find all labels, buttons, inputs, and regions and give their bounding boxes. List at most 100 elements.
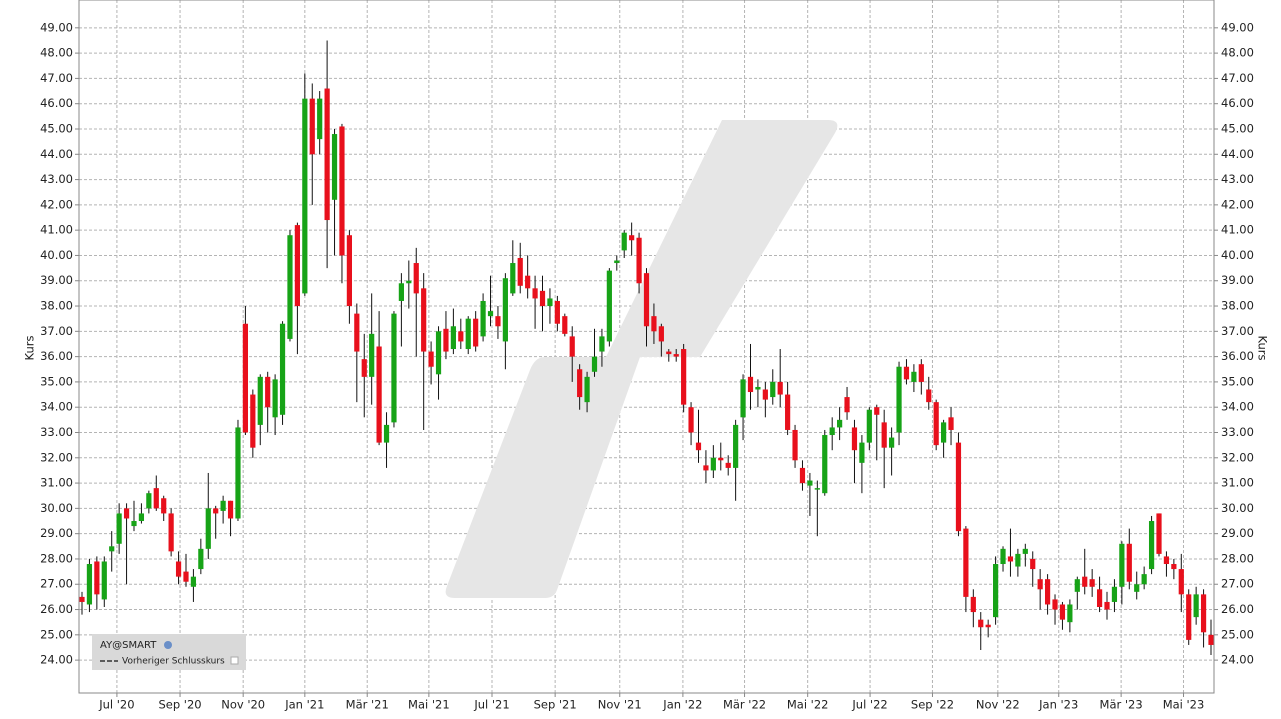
x-tick-label: Nov '22 (976, 698, 1020, 712)
plot-frame (78, 0, 1215, 694)
candle-body (792, 429, 798, 461)
y-tick-label: 33.00 (40, 425, 73, 439)
y-tick-label-right: 26.00 (1221, 602, 1254, 616)
candle-body (235, 427, 241, 519)
candle-body (257, 376, 263, 425)
candle-body (376, 346, 382, 443)
candle-body (636, 237, 642, 284)
candle-body (109, 546, 115, 552)
candle-body (584, 376, 590, 403)
candle-body (688, 407, 694, 433)
y-axis-label: Kurs (23, 336, 37, 361)
x-tick-label: Mär '23 (1100, 698, 1143, 712)
candle-body (1000, 548, 1006, 565)
y-tick-label-right: 34.00 (1221, 400, 1254, 414)
y-tick-label-right: 24.00 (1221, 653, 1254, 667)
candle-body (1111, 586, 1118, 602)
legend-checkbox[interactable] (230, 656, 239, 665)
y-tick-label-right: 30.00 (1221, 501, 1254, 515)
candle-body (1007, 556, 1014, 562)
x-tick-label: Sep '22 (911, 698, 954, 712)
y-tick-label-right: 42.00 (1221, 197, 1254, 211)
candle-body (948, 417, 954, 430)
candle-body (926, 389, 932, 403)
candle-body (421, 288, 427, 352)
candle-body (770, 381, 776, 398)
candle-body (1059, 604, 1066, 620)
candle-body (621, 232, 627, 251)
candle-body (168, 513, 174, 552)
candle-body (1015, 553, 1021, 567)
candle-body (443, 328, 449, 352)
candle-body (465, 318, 471, 350)
candle-body (227, 500, 234, 519)
candle-body (1119, 543, 1125, 587)
candle-body (502, 278, 508, 342)
candle-body (755, 386, 761, 390)
y-tick-label: 41.00 (40, 223, 73, 237)
y-tick-label: 29.00 (40, 526, 73, 540)
candle-body (213, 508, 219, 514)
candle-body (725, 462, 731, 468)
candle-body (547, 298, 553, 307)
candle-body (681, 349, 687, 405)
candle-body (242, 323, 249, 433)
y-tick-label-right: 25.00 (1221, 627, 1254, 641)
candle-body (532, 288, 538, 299)
candle-body (762, 389, 768, 400)
candle-body (747, 376, 754, 393)
y-tick-label: 48.00 (40, 46, 73, 60)
candle-body (896, 366, 902, 433)
candle-body (317, 98, 323, 140)
candle-body (302, 98, 308, 294)
candle-body (1104, 601, 1110, 610)
candle-body (1037, 579, 1043, 590)
x-tick-label: Jan '23 (1038, 698, 1078, 712)
candle-body (525, 275, 531, 289)
candle-body (1163, 556, 1170, 565)
candle-body (733, 424, 739, 468)
candle-body (955, 442, 962, 532)
candle-body (1089, 579, 1095, 587)
candle-body (807, 480, 813, 486)
candle-body (1082, 576, 1088, 587)
candle-body (309, 98, 315, 155)
candle-body (911, 371, 917, 382)
candle-body (718, 457, 724, 461)
x-tick-label: Mai '21 (408, 698, 450, 712)
y-tick-label-right: 47.00 (1221, 71, 1254, 85)
candle-body (413, 263, 419, 294)
candle-body (777, 381, 783, 395)
candle-body (473, 318, 479, 347)
candle-body (569, 336, 575, 357)
y-tick-label-right: 43.00 (1221, 172, 1254, 186)
candle-body (614, 260, 620, 264)
candle-body (510, 263, 516, 294)
candle-body (116, 513, 122, 544)
y-tick-label-right: 48.00 (1221, 46, 1254, 60)
candle-body (695, 442, 702, 451)
candle-body (992, 564, 999, 618)
y-tick-label-right: 49.00 (1221, 20, 1254, 34)
candle-body (369, 333, 375, 377)
y-tick-label: 49.00 (40, 20, 73, 34)
candle-body (1148, 521, 1155, 570)
y-tick-label: 32.00 (40, 450, 73, 464)
x-tick-label: Jan '21 (284, 698, 324, 712)
candle-body (1044, 579, 1051, 605)
candle-body (703, 465, 709, 471)
candle-body (220, 500, 226, 511)
candle-body (629, 235, 635, 241)
candle-body (785, 394, 791, 430)
candle-body (851, 427, 858, 451)
candle-body (450, 326, 456, 350)
x-tick-label: Jul '22 (851, 698, 887, 712)
y-tick-label-right: 32.00 (1221, 450, 1254, 464)
candle-body (562, 316, 568, 334)
y-tick-label: 35.00 (40, 374, 73, 388)
candle-body (86, 564, 93, 605)
candle-body (963, 528, 969, 597)
candle-body (272, 379, 278, 418)
x-tick-label: Jul '21 (473, 698, 509, 712)
y-tick-label: 40.00 (40, 248, 73, 262)
